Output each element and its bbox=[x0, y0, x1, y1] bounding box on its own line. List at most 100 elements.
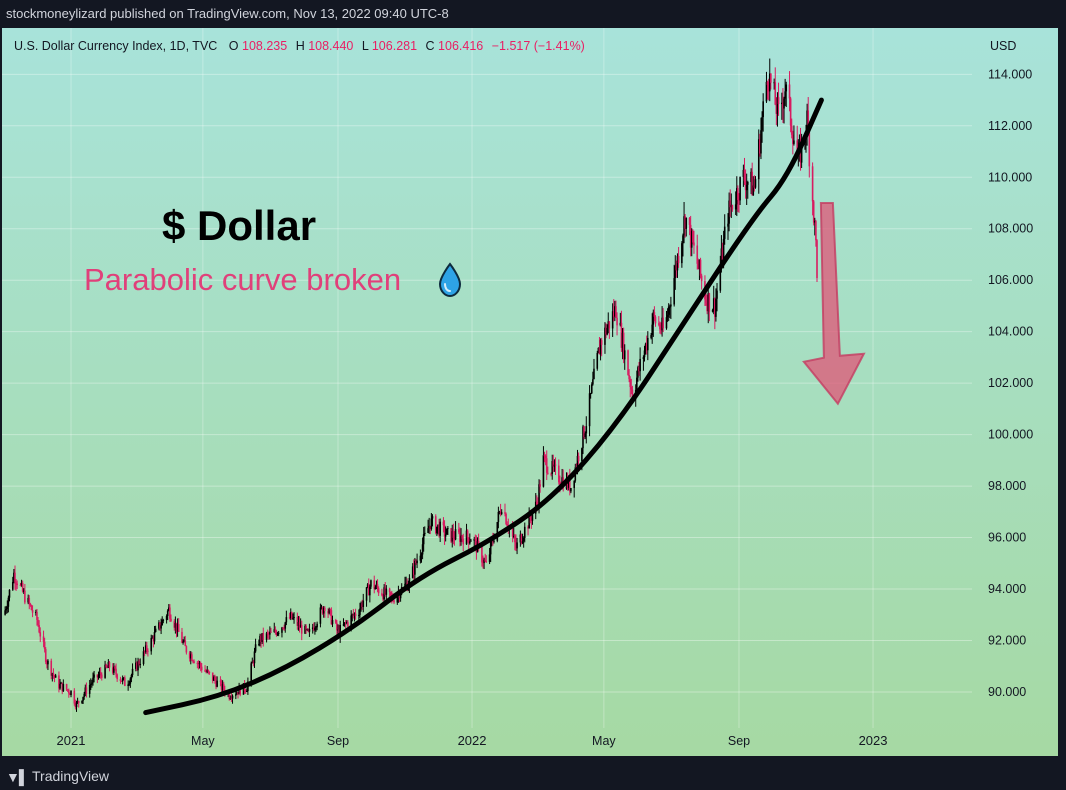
candle-body bbox=[627, 350, 629, 375]
candle-body bbox=[393, 600, 395, 603]
candle-body bbox=[775, 104, 778, 114]
candle-body bbox=[660, 329, 662, 331]
candle-body bbox=[614, 306, 616, 317]
tradingview-logo-icon[interactable]: ▼▌ bbox=[6, 769, 29, 785]
candle-body bbox=[474, 539, 477, 541]
candle-body bbox=[465, 530, 468, 545]
annotation-title: $ Dollar bbox=[162, 202, 316, 249]
candle-body bbox=[544, 455, 547, 459]
candle-body bbox=[553, 464, 556, 467]
candle-body bbox=[512, 535, 515, 537]
candle-body bbox=[88, 684, 91, 694]
legend-symbol: U.S. Dollar Currency Index, 1D, TVC bbox=[14, 39, 217, 53]
candle-body bbox=[11, 581, 14, 590]
candle-body bbox=[412, 566, 415, 575]
candle-body bbox=[170, 618, 172, 622]
candle-body bbox=[138, 661, 140, 665]
candle-body bbox=[581, 448, 583, 462]
candle-body bbox=[611, 311, 614, 329]
candle-body bbox=[767, 85, 770, 92]
candle-body bbox=[699, 259, 702, 276]
candle-body bbox=[773, 82, 775, 84]
candle-body bbox=[14, 572, 16, 583]
candle-body bbox=[382, 595, 384, 600]
price-chart[interactable]: U.S. Dollar Currency Index, 1D, TVC O 10… bbox=[2, 28, 1058, 756]
candle-body bbox=[719, 267, 722, 291]
candle-body bbox=[275, 632, 278, 636]
candle-body bbox=[107, 662, 110, 668]
candle-body bbox=[173, 621, 176, 628]
candle-body bbox=[760, 130, 762, 154]
candle-body bbox=[697, 263, 700, 270]
candle-body bbox=[770, 73, 772, 83]
candle-body bbox=[781, 102, 783, 105]
candle-body bbox=[30, 605, 33, 611]
time-axis[interactable]: 2021 May Sep 2022 May Sep 2023 bbox=[57, 733, 888, 748]
candle-body bbox=[637, 367, 639, 378]
brand-name[interactable]: TradingView bbox=[32, 768, 110, 784]
candle-body bbox=[698, 259, 701, 270]
candle-body bbox=[61, 682, 64, 692]
candle-body bbox=[608, 321, 611, 329]
candle-body bbox=[262, 632, 265, 641]
candle-body bbox=[297, 622, 300, 626]
candle-body bbox=[700, 275, 703, 282]
candle-body bbox=[453, 537, 456, 540]
candle-body bbox=[153, 632, 156, 642]
candle-body bbox=[367, 584, 370, 596]
candlestick-series bbox=[4, 58, 818, 712]
candle-body bbox=[360, 603, 362, 609]
candle-body bbox=[274, 629, 277, 633]
chart-panel[interactable]: U.S. Dollar Currency Index, 1D, TVC O 10… bbox=[2, 28, 1058, 756]
y-tick-label: 90.000 bbox=[988, 685, 1026, 699]
candle-body bbox=[742, 169, 745, 178]
candle-body bbox=[430, 518, 433, 530]
candle-body bbox=[743, 169, 746, 182]
candle-body bbox=[314, 627, 316, 631]
x-tick-label: 2021 bbox=[57, 733, 86, 748]
candle-body bbox=[339, 625, 341, 637]
candle-body bbox=[469, 541, 471, 544]
candle-body bbox=[607, 321, 610, 328]
candle-body bbox=[516, 542, 518, 549]
candle-body bbox=[452, 531, 455, 538]
candle-body bbox=[488, 554, 491, 562]
candle-body bbox=[220, 681, 223, 690]
candle-body bbox=[621, 332, 624, 348]
price-axis[interactable]: 114.000 112.000 110.000 108.000 106.000 104.0… bbox=[988, 67, 1033, 699]
candle-body bbox=[388, 588, 391, 593]
candle-body bbox=[745, 184, 748, 191]
candle-body bbox=[66, 689, 69, 691]
candle-body bbox=[538, 484, 540, 506]
candle-body bbox=[606, 327, 608, 335]
candle-body bbox=[774, 82, 777, 105]
candle-body bbox=[289, 612, 292, 619]
candle-body bbox=[288, 617, 291, 619]
candle-body bbox=[792, 134, 794, 144]
candle-body bbox=[531, 513, 534, 521]
candle-body bbox=[559, 482, 561, 485]
candle-body bbox=[229, 698, 232, 700]
candle-body bbox=[746, 181, 749, 185]
candle-body bbox=[673, 278, 675, 305]
candle-body bbox=[592, 379, 594, 385]
candle-body bbox=[504, 512, 506, 514]
candle-body bbox=[174, 622, 177, 628]
candle-body bbox=[42, 636, 45, 642]
candle-body bbox=[183, 640, 185, 642]
candle-body bbox=[408, 577, 411, 586]
candle-body bbox=[13, 572, 15, 582]
candle-body bbox=[121, 678, 124, 682]
candle-body bbox=[593, 368, 595, 380]
candle-body bbox=[519, 534, 522, 543]
y-tick-label: 104.000 bbox=[988, 325, 1033, 339]
candle-body bbox=[344, 622, 347, 624]
candle-body bbox=[811, 166, 814, 202]
candle-body bbox=[22, 590, 25, 592]
candle-body bbox=[582, 426, 584, 449]
candle-body bbox=[197, 663, 200, 665]
candle-body bbox=[585, 426, 588, 434]
candle-body bbox=[666, 314, 669, 318]
candle-body bbox=[536, 501, 538, 505]
candle-body bbox=[744, 181, 747, 191]
